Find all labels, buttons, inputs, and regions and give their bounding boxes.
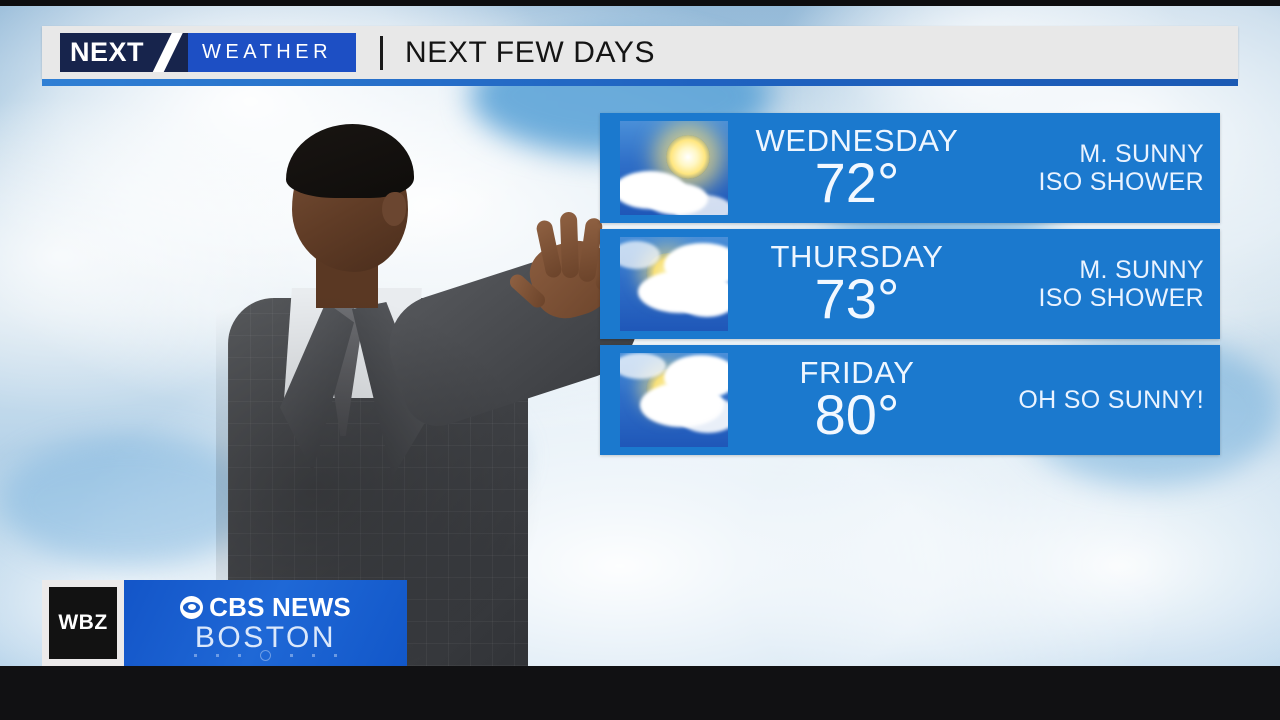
hair — [286, 124, 414, 198]
forecast-day-label: FRIDAY — [799, 354, 915, 390]
cloud-icon — [620, 241, 660, 269]
network-name: CBS NEWS — [209, 591, 351, 622]
dot — [194, 654, 197, 657]
finger — [559, 211, 580, 279]
decorative-dots — [124, 650, 407, 661]
letterbox-bottom-bar — [0, 666, 1280, 720]
forecast-temperature: 80° — [814, 382, 900, 446]
network-name-row: CBS NEWS — [180, 592, 351, 623]
forecast-row: FRIDAY 80° OH SO SUNNY! — [600, 345, 1220, 455]
page-title: NEXT FEW DAYS — [405, 35, 656, 69]
forecast-panel: WEDNESDAY 72° M. SUNNY ISO SHOWER THURSD… — [600, 113, 1220, 461]
cloud-icon — [620, 353, 666, 379]
sun-behind-cloud-icon — [620, 237, 728, 331]
station-logo: WBZ — [42, 580, 124, 666]
condition-line-2: ISO SHOWER — [1038, 284, 1204, 312]
forecast-row: THURSDAY 73° M. SUNNY ISO SHOWER — [600, 229, 1220, 339]
forecast-condition: M. SUNNY ISO SHOWER — [1004, 140, 1220, 196]
forecast-day-label: THURSDAY — [770, 238, 944, 274]
cloud-icon — [676, 277, 728, 317]
sun-icon — [666, 135, 710, 179]
sun-behind-cloud-icon — [620, 353, 728, 447]
next-weather-logo: NEXT WEATHER — [60, 33, 356, 72]
center-ring-icon — [260, 650, 271, 661]
forecast-row: WEDNESDAY 72° M. SUNNY ISO SHOWER — [600, 113, 1220, 223]
ear — [382, 192, 406, 226]
dot — [216, 654, 219, 657]
dot — [334, 654, 337, 657]
header-divider — [380, 35, 383, 70]
condition-line-1: M. SUNNY — [1079, 256, 1204, 284]
logo-blue-block: WEATHER — [188, 33, 356, 72]
dot — [238, 654, 241, 657]
condition-line-1: OH SO SUNNY! — [1018, 386, 1204, 414]
letterbox-top-bar — [0, 0, 1280, 6]
header-underline — [42, 79, 1238, 86]
logo-next-text: NEXT — [70, 37, 145, 67]
cloud-icon — [674, 195, 728, 215]
forecast-temperature: 72° — [814, 150, 900, 214]
sun-with-cloud-icon — [620, 121, 728, 215]
forecast-day-temp: WEDNESDAY 72° — [728, 125, 1004, 211]
network-logo: CBS NEWS BOSTON — [124, 580, 407, 666]
station-callsign: WBZ — [49, 587, 117, 659]
sky-blue-patch — [0, 436, 260, 566]
forecast-temperature: 73° — [814, 266, 900, 330]
lower-third-branding: WBZ CBS NEWS BOSTON — [42, 580, 407, 666]
dot — [290, 654, 293, 657]
cbs-eye-icon — [180, 595, 204, 619]
condition-line-1: M. SUNNY — [1079, 140, 1204, 168]
graphic-header-bar: NEXT WEATHER NEXT FEW DAYS — [42, 26, 1238, 79]
forecast-day-temp: FRIDAY 80° — [728, 357, 1004, 443]
forecast-condition: M. SUNNY ISO SHOWER — [1004, 256, 1220, 312]
logo-weather-text: WEATHER — [202, 41, 333, 63]
forecast-condition: OH SO SUNNY! — [1004, 386, 1220, 414]
dot — [312, 654, 315, 657]
market-name: BOSTON — [194, 620, 337, 654]
forecast-day-temp: THURSDAY 73° — [728, 241, 1004, 327]
cloud-icon — [678, 397, 728, 433]
forecast-day-label: WEDNESDAY — [755, 122, 959, 158]
condition-line-2: ISO SHOWER — [1038, 168, 1204, 196]
